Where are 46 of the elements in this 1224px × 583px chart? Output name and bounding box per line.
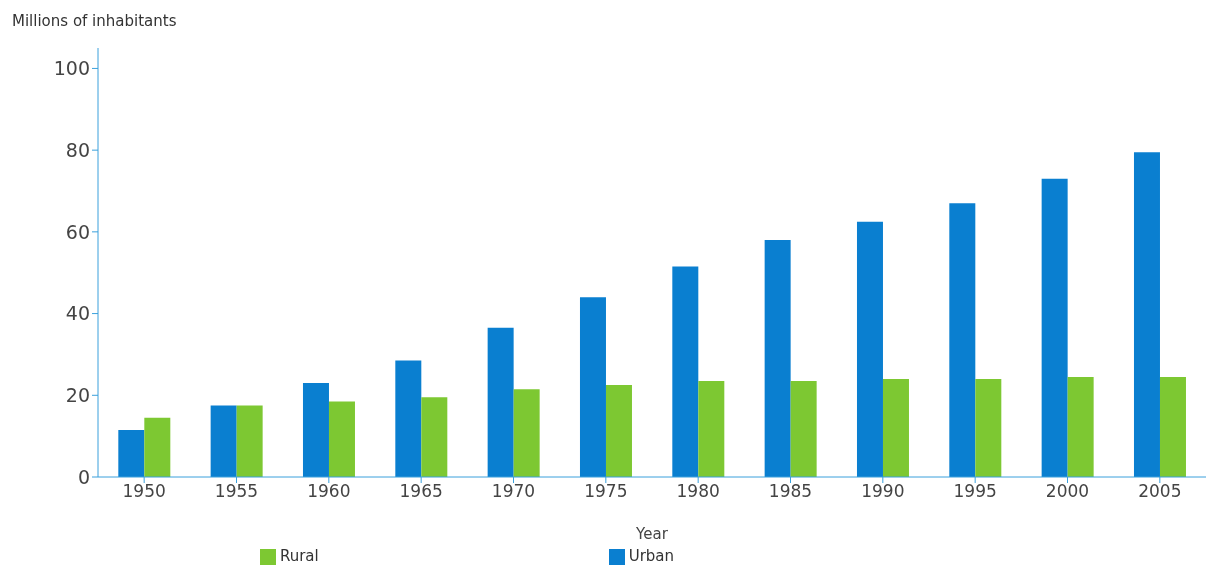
bar [236, 405, 263, 477]
y-tick-label: 40 [65, 302, 90, 325]
bar [949, 203, 976, 477]
bar [1133, 152, 1160, 477]
x-tick-label: 1980 [676, 481, 720, 502]
bar [421, 397, 448, 477]
legend-label: Rural [279, 547, 319, 565]
bar [698, 380, 725, 477]
x-tick-label: 1975 [584, 481, 628, 502]
bar [790, 380, 817, 477]
y-tick-label: 0 [77, 465, 90, 488]
bar [856, 221, 883, 477]
x-tick-label: 2000 [1045, 481, 1090, 502]
x-axis-title: Year [635, 525, 669, 543]
bar [882, 378, 909, 477]
bar [1067, 376, 1094, 477]
bar [975, 378, 1002, 477]
x-tick-label: 1985 [768, 481, 813, 502]
bar [487, 327, 514, 477]
bar [302, 383, 329, 477]
x-tick-label: 1970 [491, 481, 536, 502]
bar [1159, 376, 1186, 477]
bar [513, 389, 540, 477]
bar [764, 240, 791, 477]
bar [1041, 178, 1068, 477]
y-tick-label: 20 [65, 384, 90, 407]
x-tick-label: 1965 [399, 481, 443, 502]
bar [210, 405, 237, 477]
x-tick-label: 1955 [214, 481, 259, 502]
x-tick-label: 1995 [953, 481, 997, 502]
y-tick-label: 100 [53, 57, 90, 80]
legend-label: Urban [628, 547, 675, 565]
y-tick-label: 80 [65, 138, 90, 161]
bar [395, 360, 422, 477]
y-tick-label: 60 [65, 220, 90, 243]
bar [579, 297, 606, 477]
bar [605, 385, 632, 477]
x-tick-label: 1950 [122, 481, 166, 502]
x-tick-label: 1990 [861, 481, 905, 502]
bar [118, 430, 145, 477]
y-axis-title: Millions of inhabitants [12, 12, 177, 30]
bar [144, 417, 171, 477]
bar [672, 266, 699, 477]
bar [328, 401, 355, 477]
x-tick-label: 1960 [307, 481, 351, 502]
x-tick-label: 2005 [1138, 481, 1182, 502]
